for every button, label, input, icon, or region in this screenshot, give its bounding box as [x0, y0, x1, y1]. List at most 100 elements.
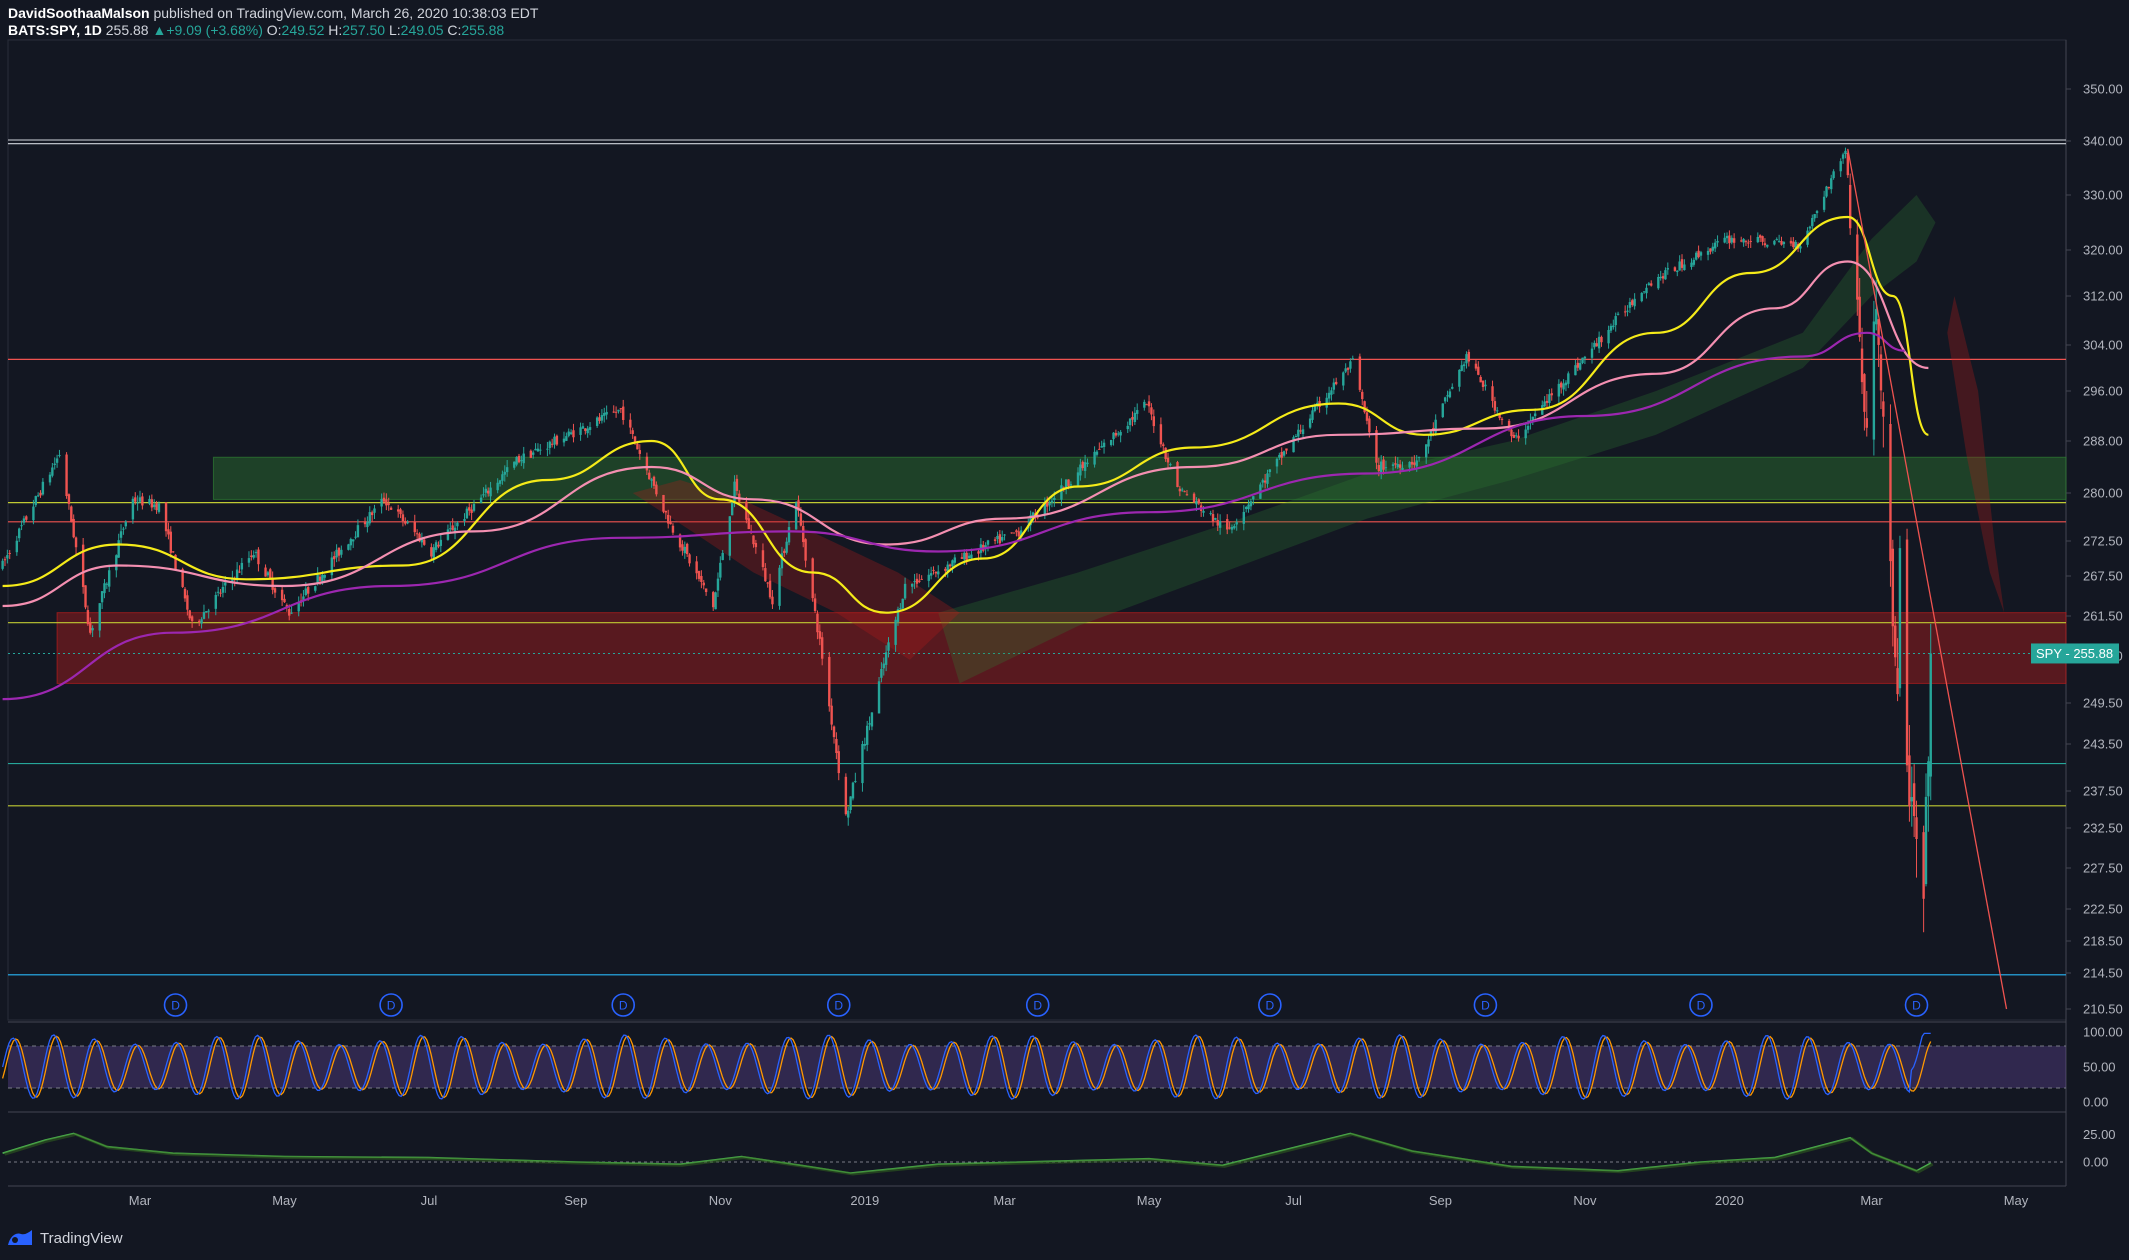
- candle: [318, 576, 322, 581]
- candle: [1517, 435, 1520, 439]
- candle: [347, 544, 350, 550]
- chart-header: DavidSoothaaMalson published on TradingV…: [8, 5, 538, 39]
- candle: [529, 450, 533, 458]
- candle: [1664, 270, 1667, 280]
- candle: [1474, 363, 1478, 369]
- candle: [944, 568, 947, 571]
- candle: [896, 609, 900, 622]
- author-name[interactable]: DavidSoothaaMalson: [8, 5, 150, 21]
- time-tick-label: Jul: [1285, 1193, 1302, 1208]
- candle: [1181, 489, 1184, 491]
- candle: [868, 723, 871, 725]
- candle: [927, 574, 930, 581]
- candle: [434, 542, 438, 550]
- candle: [188, 610, 191, 619]
- dividend-marker: [1689, 993, 1713, 1017]
- candle: [6, 555, 9, 559]
- price-tick-label: 330.00: [2083, 188, 2123, 203]
- candle: [1432, 428, 1435, 430]
- candle: [1578, 362, 1582, 370]
- candle: [754, 543, 758, 548]
- candle: [1128, 418, 1132, 426]
- candle: [1029, 515, 1032, 526]
- candle: [496, 482, 499, 491]
- candle: [302, 596, 305, 601]
- candle: [1417, 456, 1421, 458]
- candle: [306, 587, 310, 594]
- candle: [406, 522, 409, 524]
- candle: [32, 506, 35, 521]
- candle: [404, 520, 407, 524]
- candle: [1657, 276, 1660, 289]
- price-tick-label: 340.00: [2083, 134, 2123, 149]
- candle: [186, 595, 189, 610]
- candle: [636, 443, 639, 450]
- candle: [15, 540, 19, 553]
- candle: [913, 581, 916, 583]
- candle: [1680, 259, 1684, 268]
- candle: [314, 586, 317, 591]
- stoch-d-line: [1, 1035, 1932, 1099]
- candle: [1879, 354, 1883, 391]
- candle: [1709, 248, 1712, 252]
- candle: [1100, 446, 1103, 448]
- candle: [865, 725, 869, 745]
- candle: [1166, 457, 1170, 463]
- candle: [712, 592, 715, 608]
- tradingview-brand[interactable]: TradingView: [40, 1229, 123, 1247]
- candle: [1822, 196, 1826, 210]
- candle: [797, 500, 800, 511]
- candle: [131, 498, 135, 520]
- candle: [280, 589, 284, 601]
- candle: [1723, 237, 1726, 243]
- candle: [1147, 401, 1151, 407]
- candle: [1915, 817, 1918, 840]
- candle: [581, 426, 585, 429]
- low-label: L:: [388, 22, 401, 38]
- candle: [667, 514, 670, 524]
- footer: TradingView: [6, 1228, 123, 1248]
- candle: [688, 554, 691, 564]
- candle: [835, 738, 838, 753]
- time-tick-label: May: [272, 1193, 297, 1208]
- candle: [1076, 472, 1080, 486]
- candle: [1481, 380, 1485, 387]
- candle: [1109, 439, 1113, 446]
- candle: [1595, 343, 1598, 347]
- candle: [17, 528, 21, 539]
- candle: [1235, 522, 1238, 525]
- osc-line: [2, 1132, 1932, 1174]
- candle: [1327, 392, 1331, 399]
- candle: [1301, 429, 1305, 434]
- candle: [1218, 521, 1222, 528]
- dividend-label: D: [834, 999, 843, 1013]
- candle: [22, 518, 26, 523]
- candle: [65, 454, 68, 497]
- candle: [1361, 391, 1364, 400]
- candle: [103, 583, 106, 594]
- candle: [586, 428, 589, 434]
- candle: [1282, 451, 1286, 456]
- candle: [1247, 504, 1250, 510]
- candle: [937, 571, 940, 575]
- candle: [633, 436, 637, 443]
- dividend-marker: [1025, 993, 1050, 1017]
- candle: [1777, 240, 1781, 242]
- candle: [1143, 401, 1146, 408]
- candle: [1363, 401, 1366, 413]
- candle: [1152, 416, 1155, 427]
- candle: [373, 508, 376, 513]
- candle: [1098, 448, 1101, 450]
- candle: [1889, 423, 1892, 562]
- candle: [536, 448, 540, 452]
- symbol-label[interactable]: BATS:SPY, 1D: [8, 22, 102, 38]
- candle: [1358, 356, 1362, 390]
- candle: [1162, 444, 1165, 446]
- candle: [1249, 501, 1253, 507]
- time-tick-label: May: [2004, 1193, 2029, 1208]
- candle: [380, 498, 383, 507]
- candle: [1211, 514, 1215, 522]
- candle: [1564, 382, 1568, 386]
- candle: [34, 496, 37, 506]
